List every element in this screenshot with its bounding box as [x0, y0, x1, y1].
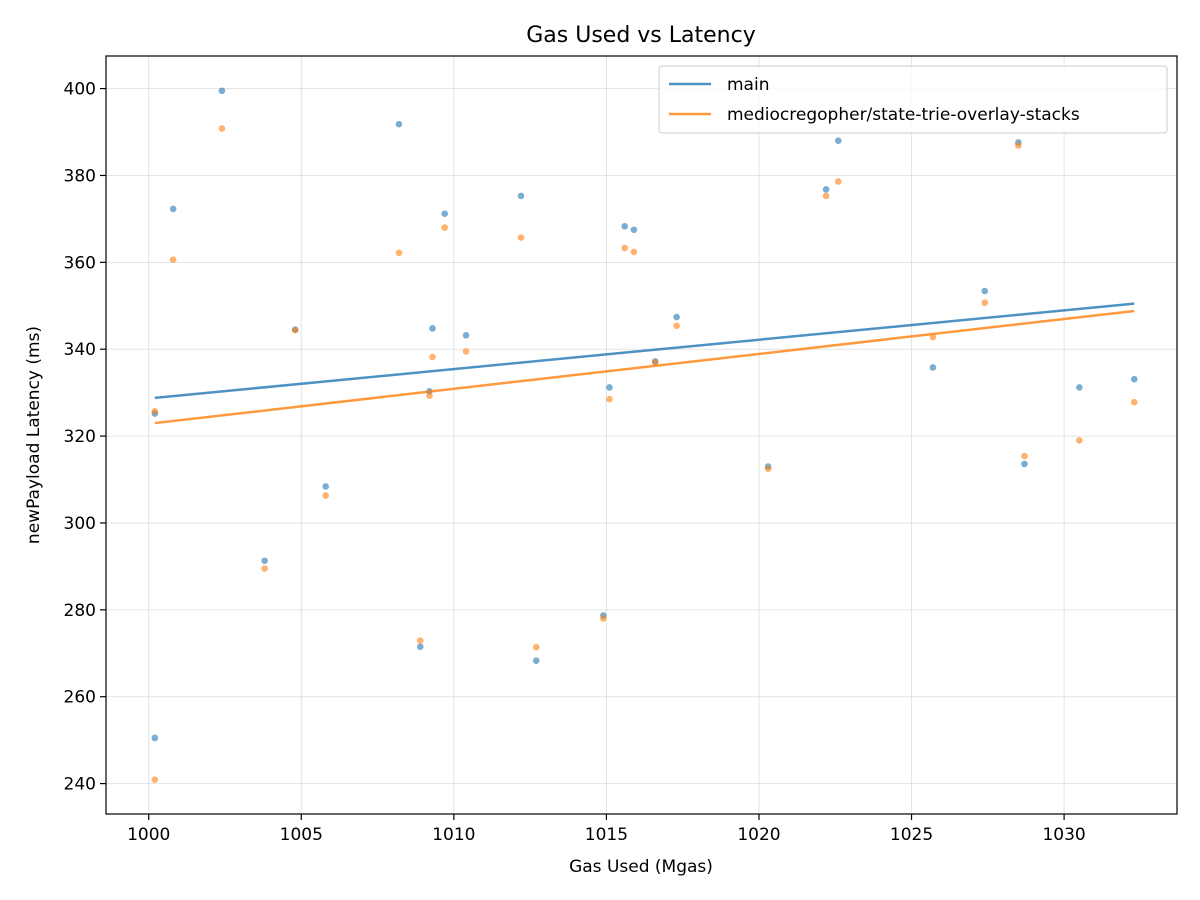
- chart-title: Gas Used vs Latency: [526, 23, 755, 48]
- data-point-series-0: [532, 657, 540, 664]
- x-axis-label: Gas Used (Mgas): [569, 857, 713, 877]
- series-layer: [151, 87, 1138, 783]
- data-point-series-0: [416, 643, 424, 651]
- legend: main mediocregopher/state-trie-overlay-s…: [658, 65, 1168, 134]
- data-point-series-0: [1021, 460, 1028, 468]
- data-point-series-1: [426, 392, 433, 399]
- data-point-series-1: [606, 395, 613, 403]
- y-axis-label: newPayload Latency (ms): [24, 326, 44, 544]
- data-point-series-0: [395, 120, 403, 128]
- data-point-series-1: [429, 353, 436, 361]
- data-point-series-1: [532, 643, 540, 651]
- data-point-series-1: [1076, 437, 1083, 444]
- data-point-series-0: [429, 325, 436, 332]
- y-tick-label: 400: [64, 80, 96, 100]
- data-point-series-0: [1130, 375, 1138, 383]
- data-point-series-1: [630, 248, 638, 256]
- data-point-series-1: [322, 492, 329, 499]
- legend-label-overlay-stacks: mediocregopher/state-trie-overlay-stacks: [727, 105, 1080, 125]
- data-point-series-0: [169, 205, 177, 213]
- data-point-series-1: [441, 224, 448, 231]
- data-point-series-0: [822, 186, 830, 193]
- x-tick-label: 1015: [585, 825, 628, 845]
- x-tick-label: 1030: [1042, 825, 1085, 845]
- legend-box: [658, 65, 1168, 134]
- axis-ticks: 1000 1005 1010 1015 1020 1025 1030 240 260 280 300…: [64, 80, 1086, 845]
- data-point-series-0: [673, 313, 680, 321]
- data-point-series-1: [835, 178, 842, 185]
- data-point-series-1: [764, 465, 772, 472]
- data-point-series-1: [1130, 398, 1138, 406]
- data-point-series-0: [929, 364, 937, 371]
- data-point-series-0: [218, 87, 226, 95]
- plot-frame: [105, 55, 1178, 815]
- data-point-series-1: [261, 565, 268, 572]
- data-point-series-0: [606, 384, 613, 391]
- x-tick-label: 1000: [127, 825, 170, 845]
- data-point-series-1: [673, 322, 680, 330]
- data-point-series-1: [291, 326, 299, 334]
- data-point-series-1: [517, 234, 525, 241]
- data-point-series-1: [651, 358, 659, 366]
- grid-lines: [106, 56, 1177, 814]
- data-point-series-0: [517, 192, 525, 200]
- y-tick-label: 240: [64, 775, 96, 795]
- data-point-series-1: [600, 615, 607, 622]
- data-point-series-0: [322, 483, 329, 490]
- legend-label-main: main: [727, 75, 769, 95]
- data-point-series-1: [822, 192, 830, 200]
- x-tick-label: 1020: [737, 825, 780, 845]
- data-point-series-1: [169, 256, 177, 264]
- data-point-series-1: [462, 348, 470, 355]
- data-point-series-0: [441, 210, 448, 217]
- x-tick-label: 1005: [280, 825, 323, 845]
- y-tick-label: 320: [64, 427, 96, 447]
- trend-line-series-1: [154, 309, 1135, 425]
- y-tick-label: 380: [64, 166, 96, 186]
- data-point-series-1: [151, 408, 159, 415]
- y-tick-label: 340: [64, 340, 96, 360]
- y-tick-label: 260: [64, 688, 96, 708]
- y-tick-label: 300: [64, 514, 96, 534]
- data-point-series-1: [151, 776, 159, 783]
- x-tick-label: 1025: [890, 825, 933, 845]
- data-point-series-0: [835, 137, 842, 145]
- data-point-series-0: [621, 222, 629, 230]
- data-point-series-1: [1015, 142, 1022, 149]
- data-point-series-1: [218, 125, 226, 132]
- data-point-series-0: [630, 226, 638, 234]
- data-point-series-1: [395, 249, 403, 257]
- data-point-series-0: [1076, 384, 1083, 391]
- y-tick-label: 280: [64, 601, 96, 621]
- data-point-series-1: [416, 637, 424, 644]
- x-tick-label: 1010: [432, 825, 475, 845]
- y-tick-label: 360: [64, 253, 96, 273]
- data-point-series-1: [621, 244, 629, 252]
- trend-line-series-0: [154, 302, 1135, 400]
- data-point-series-0: [462, 332, 470, 339]
- data-point-series-0: [981, 287, 989, 295]
- data-point-series-0: [261, 557, 268, 565]
- data-point-series-1: [981, 299, 989, 307]
- data-point-series-0: [151, 734, 159, 742]
- data-point-series-1: [1021, 452, 1028, 460]
